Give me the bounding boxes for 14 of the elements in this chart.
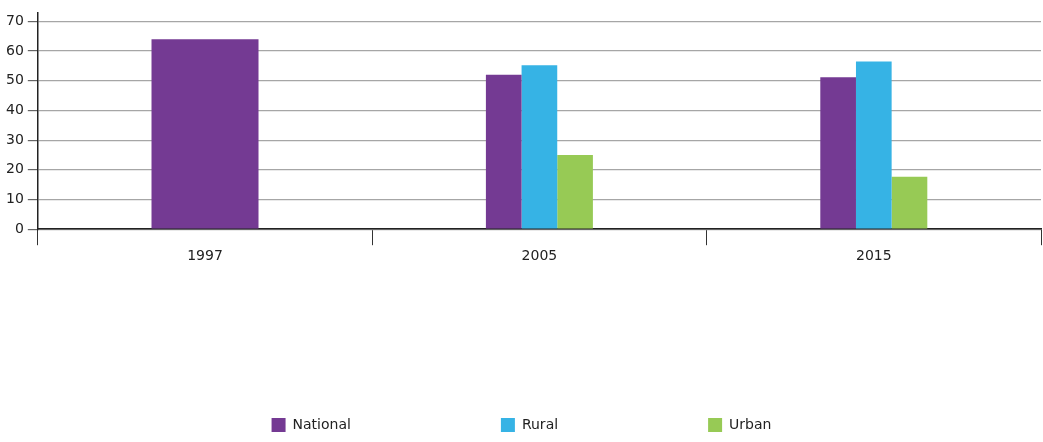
legend-label: National	[292, 415, 351, 432]
x-tick-label: 2015	[855, 247, 892, 264]
y-tick-label: 30	[5, 130, 24, 147]
y-tick-label: 40	[5, 101, 24, 118]
y-tick-label: 0	[14, 219, 24, 236]
legend-label: Rural	[521, 415, 559, 432]
y-tick-label: 10	[5, 190, 24, 207]
x-tick-label: 1997	[187, 247, 223, 264]
y-tick-label: 20	[5, 160, 24, 177]
x-tick-label: 2005	[521, 247, 558, 264]
y-tick-label: 60	[5, 41, 24, 58]
legend-label: Urban	[729, 415, 772, 432]
y-tick-label: 50	[5, 71, 24, 88]
y-tick-label: 70	[5, 11, 24, 28]
